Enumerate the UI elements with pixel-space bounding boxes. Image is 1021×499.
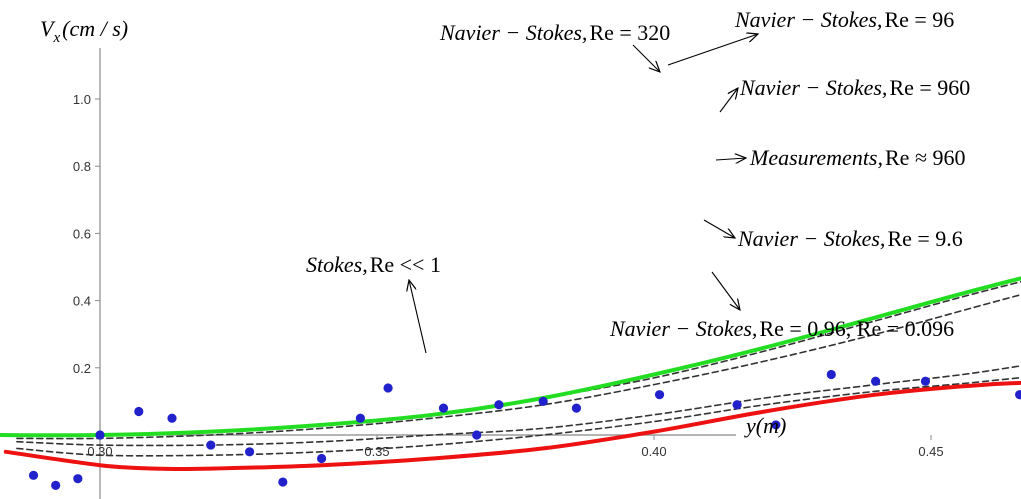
x-tick-label: 0.40 <box>641 444 666 459</box>
measurement-point <box>771 420 781 430</box>
measurement-point <box>438 403 449 413</box>
series-group <box>0 276 1021 472</box>
annotation-ns-320: Navier − Stokes,Re = 320 <box>439 20 670 45</box>
annotation-measurements: Measurements,Re ≈ 960 <box>749 145 966 170</box>
x-tick-label: 0.30 <box>87 444 112 459</box>
annotation-ns-96: Navier − Stokes,Re = 96 <box>734 7 954 32</box>
measurement-point <box>73 474 83 484</box>
y-tick-label: 0.4 <box>73 294 91 309</box>
measurement-point <box>383 383 393 393</box>
measurement-point <box>206 440 216 450</box>
y-axis-title-units: (cm / s) <box>62 16 128 41</box>
arrow-ns-96 <box>667 34 758 66</box>
annotation-stokes: Stokes,Re << 1 <box>306 252 441 277</box>
x-tick-label: 0.35 <box>364 444 389 459</box>
annotation-ns-960: Navier − Stokes,Re = 960 <box>739 75 970 100</box>
measurement-point <box>538 396 548 406</box>
annotation-ns-9-6: Navier − Stokes,Re = 9.6 <box>737 226 963 251</box>
series-line-ns_9_6 <box>16 293 1021 440</box>
series-line-ns_96 <box>16 376 1021 457</box>
series-line-ns_320 <box>16 364 1021 447</box>
measurement-point <box>95 430 105 440</box>
measurement-point <box>871 376 881 386</box>
x-tick-label: 0.45 <box>918 444 943 459</box>
measurement-point <box>732 400 742 410</box>
measurement-point <box>920 376 931 386</box>
measurement-point <box>244 447 255 457</box>
arrow-ns-960 <box>719 88 738 113</box>
measurement-point <box>317 453 327 464</box>
y-tick-label: 1.0 <box>73 92 91 107</box>
arrow-ns-0-96 <box>711 271 740 310</box>
measurement-point <box>134 406 144 417</box>
y-axis-title: Vx(cm / s) <box>40 16 128 46</box>
measurement-point <box>654 390 665 400</box>
measurement-point <box>51 480 61 490</box>
measurement-point <box>28 470 39 480</box>
measurement-point <box>1015 390 1021 400</box>
measurement-point <box>826 369 836 380</box>
measurement-point <box>167 413 177 423</box>
series-line-ns_960 <box>3 380 1021 472</box>
series-line-stokes <box>0 276 1021 438</box>
measurement-points <box>28 369 1021 490</box>
y-tick-label: 0.8 <box>73 159 91 174</box>
arrow-measurements <box>715 158 746 160</box>
y-axis-title-main: V <box>40 16 56 41</box>
x-axis-title-units: (m) <box>756 413 787 438</box>
measurement-point <box>472 430 482 440</box>
y-axis-title-sub: x <box>52 30 60 46</box>
annotation-ns-0-96: Navier − Stokes,Re = 0.96, Re = 0.096 <box>609 316 954 341</box>
measurement-point <box>571 403 582 413</box>
measurement-point <box>278 477 288 487</box>
y-tick-label: 0.6 <box>73 226 91 241</box>
arrow-ns-9-6 <box>703 219 735 238</box>
arrow-ns-320 <box>632 44 660 72</box>
measurement-point <box>355 413 365 423</box>
x-axis-title-main: y <box>744 413 756 438</box>
annotation-arrows <box>409 34 758 354</box>
measurement-point <box>494 400 504 410</box>
arrow-stokes <box>409 280 427 354</box>
x-axis-title: y(m) <box>744 413 786 438</box>
y-tick-label: 0.2 <box>73 361 91 376</box>
